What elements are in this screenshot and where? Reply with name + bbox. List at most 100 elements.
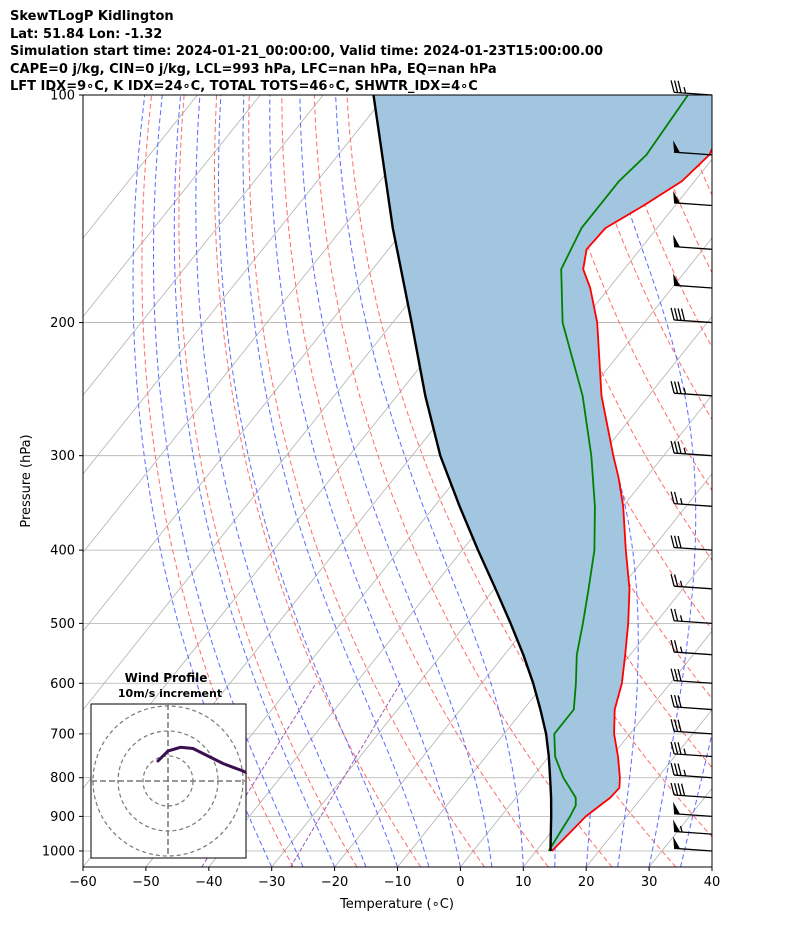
title-station: SkewTLogP Kidlington — [10, 9, 174, 24]
barb-full — [673, 574, 679, 587]
y-axis-label: Pressure (hPa) — [19, 434, 34, 527]
parcel-line — [372, 95, 553, 852]
dry-adiabat-line — [141, 95, 294, 867]
moist-adiabat-line — [153, 95, 304, 867]
y-tick-label: 200 — [50, 316, 75, 331]
chart-title-block: SkewTLogP Kidlington Lat: 51.84 Lon: -1.… — [10, 8, 603, 96]
barb-pennant — [673, 819, 681, 832]
barb-full — [673, 783, 679, 796]
barb-full — [677, 441, 682, 454]
isotherm-line — [83, 95, 450, 554]
barb-full — [670, 491, 675, 504]
hodograph-subtitle: 10m/s increment — [118, 687, 222, 700]
dry-adiabat-line — [639, 95, 712, 274]
barb-full — [670, 639, 675, 653]
barb-half — [679, 498, 683, 505]
dry-adiabat-line — [704, 95, 712, 115]
wind-barb — [670, 639, 713, 656]
wind-barb — [670, 762, 713, 779]
dewpoint-line — [547, 95, 689, 852]
moist-adiabat-line — [132, 95, 273, 867]
wind-barb — [670, 491, 713, 507]
wind-barb — [670, 694, 713, 711]
barb-half — [683, 387, 687, 395]
x-tick-label: 20 — [578, 875, 595, 890]
barb-full — [673, 491, 679, 505]
wind-barb — [670, 719, 713, 735]
wind-barb — [670, 80, 713, 96]
y-tick-label: 600 — [50, 677, 75, 692]
barb-full — [673, 763, 679, 776]
barb-full — [673, 608, 679, 622]
barb-staff — [674, 151, 713, 156]
barb-full — [670, 762, 675, 776]
barb-full — [670, 608, 675, 621]
barb-full — [670, 782, 675, 796]
barb-half — [679, 580, 683, 587]
axes: −60 −50 −40 −30 −20 −10 0 10 20 30 40 100 200 300 400 5… — [42, 89, 720, 891]
moist-adiabat-line — [269, 95, 461, 867]
wind-barb — [670, 668, 713, 684]
dry-adiabat-line — [541, 95, 712, 492]
y-tick-label: 400 — [50, 544, 75, 559]
barb-full — [670, 535, 675, 548]
barb-full — [673, 441, 679, 454]
barb-staff — [674, 585, 713, 590]
barb-staff — [674, 503, 713, 507]
barb-staff — [674, 753, 713, 758]
x-tick-label: −50 — [132, 875, 159, 890]
barb-pennant — [673, 234, 681, 248]
barb-full — [677, 80, 682, 93]
title-indices: LFT IDX=9∘C, K IDX=24∘C, TOTAL TOTS=46∘C… — [10, 79, 478, 95]
barb-full — [673, 694, 679, 708]
barb-full — [673, 719, 679, 732]
barb-full — [677, 742, 682, 755]
hodograph-trace — [156, 745, 246, 775]
moist-adiabat-line — [592, 95, 697, 867]
barb-half — [679, 825, 683, 833]
moist-adiabat-line — [744, 95, 794, 867]
moist-adiabat-line — [680, 731, 712, 867]
x-axis-label: Temperature (∘C) — [339, 897, 454, 912]
barb-half — [683, 447, 687, 455]
wind-barb — [673, 140, 713, 156]
x-tick-label: 10 — [515, 875, 532, 890]
barb-pennant — [673, 801, 681, 815]
wind-barb — [670, 535, 713, 551]
wind-barb — [670, 440, 713, 457]
y-tick-label: 100 — [50, 89, 75, 104]
barb-full — [680, 308, 686, 321]
wind-barb — [673, 273, 713, 289]
moist-adiabat-line — [217, 95, 398, 867]
barb-full — [677, 719, 682, 732]
x-tick-label: 0 — [456, 875, 464, 890]
hodograph-plot — [91, 704, 246, 858]
isotherm-line — [522, 630, 712, 867]
barb-staff — [674, 830, 713, 835]
cape-fill-area — [373, 95, 712, 851]
isotherm-line — [83, 95, 324, 396]
isotherm-line — [83, 95, 387, 475]
barb-full — [677, 695, 682, 708]
barb-staff — [674, 651, 713, 656]
dry-adiabat-line — [178, 95, 358, 867]
barb-full — [670, 741, 675, 755]
moist-adiabat-line — [335, 95, 524, 867]
barb-staff — [674, 202, 713, 207]
moist-adiabat-line — [173, 95, 336, 867]
barb-full — [670, 668, 675, 681]
barb-full — [673, 741, 679, 755]
wind-barb — [670, 782, 713, 799]
title-coordinates: Lat: 51.84 Lon: -1.32 — [10, 26, 163, 42]
barb-pennant — [673, 140, 681, 153]
barb-full — [673, 668, 679, 682]
isotherm-line — [83, 95, 198, 239]
isotherm-line — [334, 394, 712, 867]
barb-full — [670, 694, 675, 708]
wind-barbs — [670, 80, 713, 852]
mixing-ratio-line — [290, 683, 401, 867]
barb-full — [670, 440, 675, 454]
dry-adiabat-line — [281, 95, 549, 867]
barb-half — [683, 748, 687, 755]
barb-full — [673, 308, 679, 321]
